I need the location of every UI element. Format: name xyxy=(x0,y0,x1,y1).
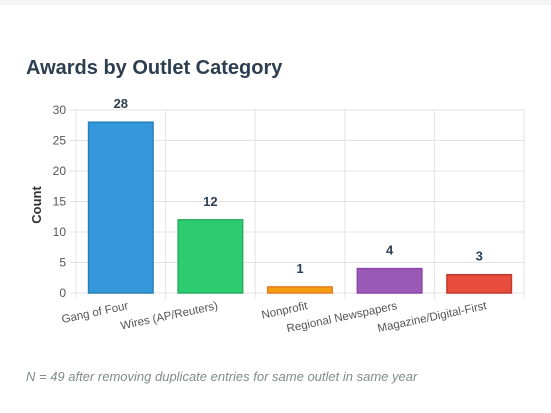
x-tick-label: Wires (AP/Reuters) xyxy=(120,300,220,332)
data-label: 4 xyxy=(386,243,394,258)
bar[interactable] xyxy=(266,286,334,294)
data-label: 3 xyxy=(476,249,483,264)
y-tick-label: 20 xyxy=(53,164,67,178)
data-label: 12 xyxy=(203,194,217,209)
y-tick-label: 15 xyxy=(53,195,67,209)
bar[interactable] xyxy=(446,273,513,294)
y-axis-label: Count xyxy=(29,186,44,224)
y-tick-label: 5 xyxy=(59,256,66,270)
bar[interactable] xyxy=(87,121,154,294)
y-axis-ticks: 0 5 10 15 20 25 30 xyxy=(53,103,67,300)
bar[interactable] xyxy=(356,267,423,294)
data-labels: 28 12 1 4 3 xyxy=(114,96,483,276)
data-label: 28 xyxy=(114,96,128,111)
chart-card: Awards by Outlet Category 0 5 10 15 20 25 30 2… xyxy=(0,5,551,413)
y-tick-label: 10 xyxy=(53,225,67,239)
data-label: 1 xyxy=(296,261,303,276)
bars xyxy=(87,121,513,294)
x-tick-label: Nonprofit xyxy=(260,300,309,322)
y-tick-label: 30 xyxy=(53,103,67,117)
bar[interactable] xyxy=(177,219,244,294)
y-tick-label: 25 xyxy=(53,134,67,148)
y-tick-label: 0 xyxy=(59,286,66,300)
chart-title: Awards by Outlet Category xyxy=(26,57,283,79)
footnote: N = 49 after removing duplicate entries … xyxy=(26,369,418,384)
